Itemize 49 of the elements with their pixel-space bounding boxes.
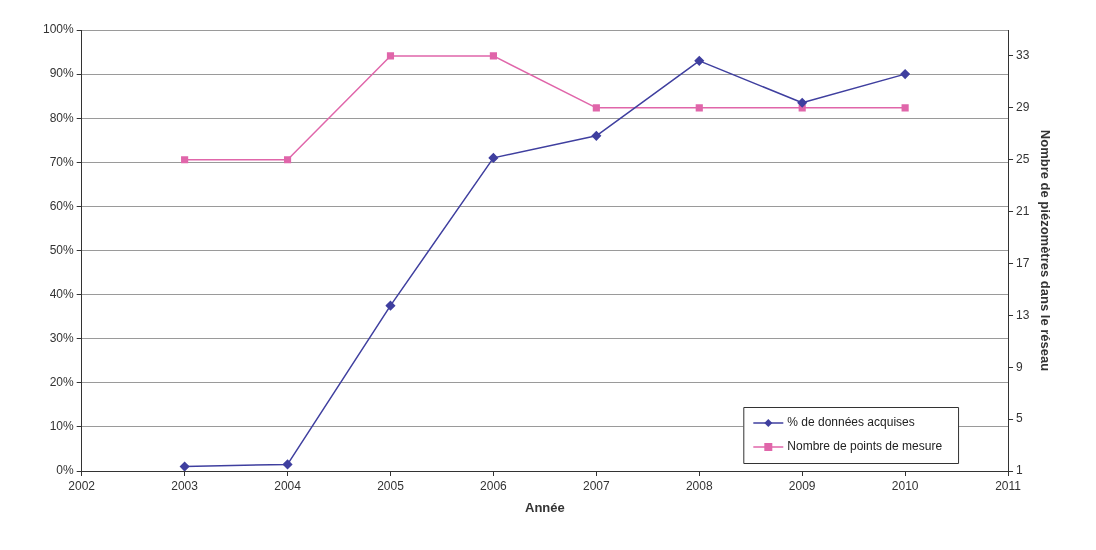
y2-tick-label: 17 <box>1016 255 1030 270</box>
point <box>386 52 395 60</box>
x-tick-label: 2006 <box>480 478 508 493</box>
x-axis-title: Année <box>525 499 565 515</box>
point <box>282 459 293 470</box>
point <box>694 56 705 66</box>
point <box>488 153 499 163</box>
y-tick-label: 90% <box>49 66 75 81</box>
x-tick-label: 2003 <box>171 478 199 493</box>
y2-tick-label: 29 <box>1016 100 1030 115</box>
y2-tick-label: 5 <box>1016 411 1024 426</box>
y-tick-label: 30% <box>49 331 75 346</box>
y-tick-label: 40% <box>49 286 75 301</box>
y2-tick-label: 9 <box>1016 359 1024 374</box>
x-tick-label: 2007 <box>582 478 611 493</box>
legend-label: % de données acquises <box>787 415 915 430</box>
y-tick-label: 0% <box>56 463 75 478</box>
y2-tick-label: 21 <box>1016 203 1030 218</box>
point <box>901 104 909 112</box>
point <box>797 98 807 108</box>
x-tick-label: 2008 <box>685 478 713 493</box>
y-tick-label: 80% <box>49 110 75 125</box>
point <box>592 104 600 112</box>
y-tick-label: 70% <box>49 154 75 169</box>
y2-tick-label: 33 <box>1016 48 1030 63</box>
point <box>489 52 497 60</box>
point <box>900 69 910 79</box>
y-tick-label: 100% <box>42 22 75 37</box>
y-tick-label: 50% <box>49 242 75 257</box>
point <box>179 461 190 471</box>
y2-tick-label: 1 <box>1016 463 1024 478</box>
x-tick-label: 2010 <box>891 478 919 493</box>
point <box>181 156 189 164</box>
y2-tick-label: 25 <box>1016 152 1030 167</box>
point <box>695 104 703 112</box>
point <box>283 156 292 164</box>
y-tick-label: 20% <box>49 375 75 390</box>
point <box>591 131 602 141</box>
x-tick-label: 2005 <box>377 478 405 493</box>
y2-axis-title: Nombre de piézomètres dans le réseau <box>1037 129 1053 372</box>
legend-label: Nombre de points de mesure <box>787 439 943 454</box>
x-tick-label: 2004 <box>274 478 302 493</box>
y-tick-label: 60% <box>49 198 75 213</box>
point <box>385 300 396 311</box>
x-tick-label: 2002 <box>68 478 96 493</box>
x-tick-label: 2009 <box>788 478 816 493</box>
y2-tick-label: 13 <box>1016 307 1030 322</box>
y-tick-label: 10% <box>49 419 75 434</box>
x-tick-label: 2011 <box>995 478 1022 493</box>
